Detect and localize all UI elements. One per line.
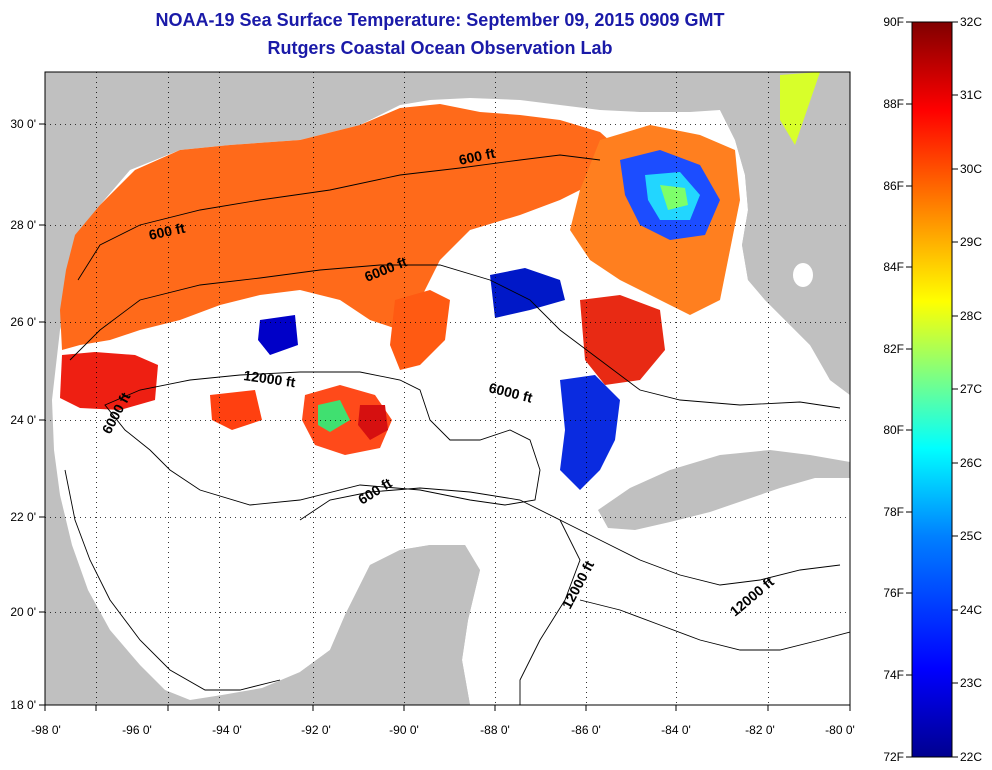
contour-label-12000ft-west: 12000 ft: [243, 367, 297, 390]
yucatan-land: [300, 545, 480, 705]
lat-label-26: 26 0': [10, 315, 36, 329]
lon-label-80: -80 0': [825, 723, 855, 737]
cb-c-28: 28C: [960, 309, 982, 323]
lat-label-20: 20 0': [10, 605, 36, 619]
cb-f-90: 90F: [883, 15, 904, 29]
contour-600-ft-north: [77, 154, 601, 281]
lon-label-92: -92 0': [301, 723, 331, 737]
contour-6000-ft-north: [69, 264, 841, 409]
lon-label-94: -94 0': [212, 723, 242, 737]
contour-600-ft-yucatan: [299, 487, 581, 705]
sst-patch-green-bay: [318, 400, 350, 432]
sst-patch-red-loop: [580, 295, 665, 385]
contour-6000-ft-west: [64, 469, 281, 691]
lat-label-24: 24 0': [10, 413, 36, 427]
sst-patch-warm-west: [60, 352, 158, 410]
map-frame: [44, 71, 851, 706]
sst-patch-blue-central: [490, 268, 565, 318]
contour-label-600ft-ne: 600 ft: [457, 145, 496, 168]
sst-patch-green-east: [660, 185, 688, 210]
cb-f-88: 88F: [883, 97, 904, 111]
lon-label-82: -82 0': [745, 723, 775, 737]
lat-label-30: 30 0': [10, 117, 36, 131]
cb-f-76: 76F: [883, 586, 904, 600]
contour-label-600ft-nw: 600 ft: [147, 220, 186, 243]
lake-okeechobee: [793, 263, 813, 287]
cb-f-82: 82F: [883, 342, 904, 356]
sst-patch-orange-center: [390, 290, 450, 370]
lon-label-84: -84 0': [661, 723, 691, 737]
lat-label-18: 18 0': [10, 698, 36, 712]
cb-f-86: 86F: [883, 179, 904, 193]
cb-f-74: 74F: [883, 668, 904, 682]
cb-f-78: 78F: [883, 505, 904, 519]
cuba-land: [598, 450, 850, 530]
contour-12000-ft-caribbean-south: [579, 599, 850, 651]
map-subtitle: Rutgers Coastal Ocean Observation Lab: [267, 38, 613, 58]
sst-patch-blue-south: [560, 375, 620, 490]
cb-c-26: 26C: [960, 456, 982, 470]
cb-c-29: 29C: [960, 235, 982, 249]
sst-patch-blue-west: [258, 315, 298, 355]
map-title: NOAA-19 Sea Surface Temperature: Septemb…: [155, 10, 725, 30]
cb-c-32: 32C: [960, 15, 982, 29]
cb-c-31: 31C: [960, 88, 982, 102]
lat-label-28: 28 0': [10, 218, 36, 232]
colorbar: [911, 21, 953, 758]
colorbar-ticks: [906, 21, 958, 758]
cb-c-24: 24C: [960, 603, 982, 617]
lon-label-90: -90 0': [389, 723, 419, 737]
graticule: [45, 72, 850, 705]
lon-label-98: -98 0': [31, 723, 61, 737]
florida-land: [720, 72, 850, 395]
sst-patch-red-west-coast: [210, 390, 262, 430]
sst-patch-yellow-florida: [780, 72, 820, 145]
cb-c-25: 25C: [960, 529, 982, 543]
cb-c-30: 30C: [960, 162, 982, 176]
cb-f-72: 72F: [883, 750, 904, 764]
cb-c-22: 22C: [960, 750, 982, 764]
lon-label-96: -96 0': [122, 723, 152, 737]
bathymetry-contours: [64, 154, 850, 705]
cb-c-27: 27C: [960, 382, 982, 396]
cb-c-23: 23C: [960, 676, 982, 690]
contour-12000-ft-caribbean: [559, 519, 841, 586]
lon-label-86: -86 0': [571, 723, 601, 737]
lat-label-22: 22 0': [10, 510, 36, 524]
cb-f-84: 84F: [883, 260, 904, 274]
cb-f-80: 80F: [883, 423, 904, 437]
axis-ticks: [39, 123, 851, 711]
contour-12000-ft: [104, 371, 541, 506]
sst-patch-red-bay: [358, 405, 388, 440]
lon-label-88: -88 0': [480, 723, 510, 737]
